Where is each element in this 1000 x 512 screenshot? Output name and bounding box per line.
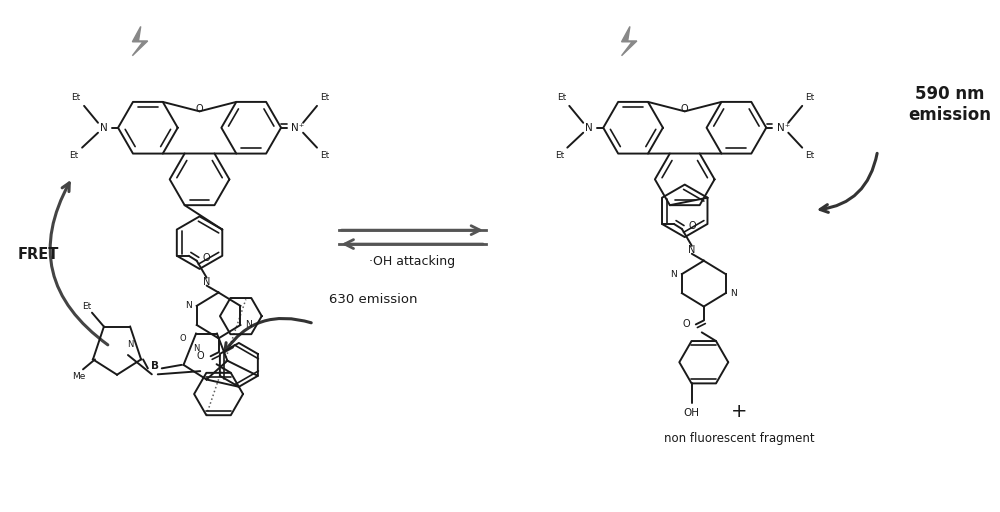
Text: N: N — [730, 289, 737, 297]
Text: O: O — [196, 104, 203, 114]
FancyArrowPatch shape — [50, 183, 108, 345]
FancyArrowPatch shape — [225, 318, 311, 351]
Text: N⁺: N⁺ — [291, 123, 305, 133]
Text: O: O — [179, 334, 186, 343]
Text: Et: Et — [83, 302, 92, 311]
Text: N⁺: N⁺ — [777, 123, 790, 133]
Text: Et: Et — [806, 93, 815, 102]
Polygon shape — [132, 27, 148, 56]
Text: N: N — [585, 123, 593, 133]
Text: Me: Me — [73, 372, 86, 381]
Text: Et: Et — [806, 151, 815, 160]
Text: N: N — [100, 123, 108, 133]
Text: O: O — [682, 319, 690, 329]
Polygon shape — [622, 27, 637, 56]
Text: B: B — [151, 361, 159, 371]
Text: FRET: FRET — [18, 246, 59, 262]
Text: Et: Et — [72, 93, 81, 102]
Text: O: O — [688, 221, 696, 231]
Text: Et: Et — [320, 151, 330, 160]
Text: 590 nm
emission: 590 nm emission — [909, 86, 992, 124]
Text: O: O — [197, 351, 204, 361]
Text: 630 emission: 630 emission — [329, 293, 418, 306]
Text: N: N — [185, 302, 192, 310]
Text: Et: Et — [70, 151, 79, 160]
Text: N: N — [203, 276, 210, 287]
Text: Et: Et — [557, 93, 566, 102]
Text: O: O — [203, 253, 210, 263]
Text: +: + — [731, 402, 748, 421]
FancyArrowPatch shape — [820, 153, 877, 212]
Text: N: N — [245, 321, 252, 330]
Text: N: N — [671, 270, 677, 279]
Text: Et: Et — [320, 93, 330, 102]
Text: N: N — [193, 344, 199, 353]
Text: O: O — [681, 104, 689, 114]
Text: non fluorescent fragment: non fluorescent fragment — [664, 432, 815, 445]
Text: Et: Et — [555, 151, 564, 160]
Text: OH: OH — [684, 408, 700, 418]
Text: ·OH attacking: ·OH attacking — [369, 255, 455, 268]
Text: N: N — [127, 339, 133, 349]
Text: N: N — [688, 245, 696, 255]
